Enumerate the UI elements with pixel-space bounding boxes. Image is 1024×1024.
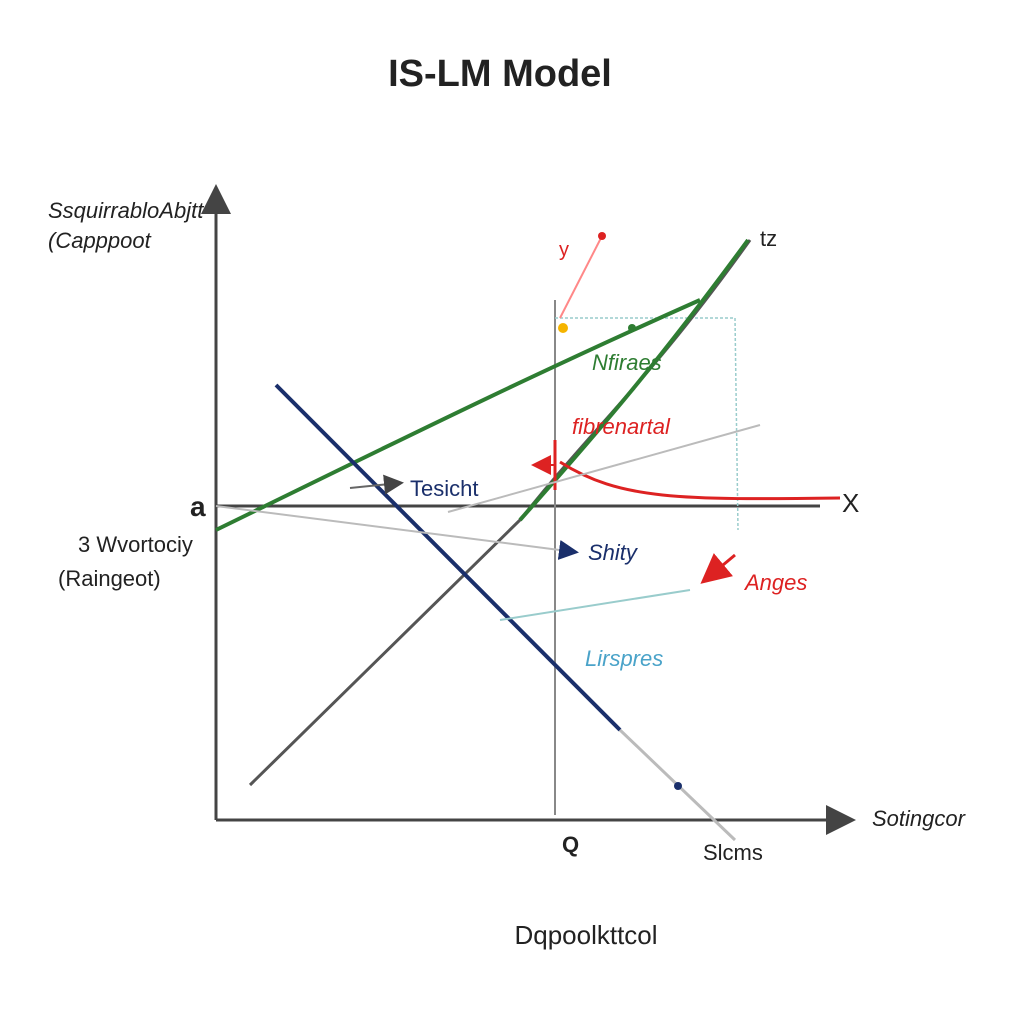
annotation: Slcms [703, 840, 763, 865]
dot [628, 324, 636, 332]
gray-arrow [215, 505, 579, 560]
is-curve [274, 383, 622, 732]
green-curve [215, 298, 701, 532]
annotation: Tesicht [410, 476, 478, 501]
annotation: Nfiraes [592, 350, 662, 375]
gray-line [447, 424, 761, 513]
annotation: Shity [588, 540, 639, 565]
annotation: tz [760, 226, 777, 251]
dot [598, 232, 606, 240]
teal-line [499, 589, 691, 621]
title: IS-LM Model [388, 53, 612, 95]
annotation: Anges [743, 570, 807, 595]
left-label: 3 Wvortociy [78, 532, 193, 557]
y-axis-label: (Capppoot [48, 228, 152, 253]
dot [558, 323, 568, 333]
axis-letter: a [190, 491, 206, 522]
annotation: X [842, 488, 859, 518]
annotation: Lirspres [585, 646, 663, 671]
left-label: (Raingeot) [58, 566, 161, 591]
y-axis-label: SsquirrabloAbjtt [48, 198, 204, 223]
annotation: Q [562, 832, 579, 857]
green-steep [518, 238, 750, 522]
annotation: y [559, 239, 569, 261]
x-axis-label: Sotingcor [872, 806, 967, 831]
arrow [700, 553, 736, 584]
footer-label: Dqpoolkttcol [514, 920, 657, 950]
dashed-guide [555, 317, 739, 531]
red-pointer [559, 235, 603, 319]
annotation: fibrenartal [572, 414, 671, 439]
arrow [349, 474, 404, 495]
dot [674, 782, 682, 790]
